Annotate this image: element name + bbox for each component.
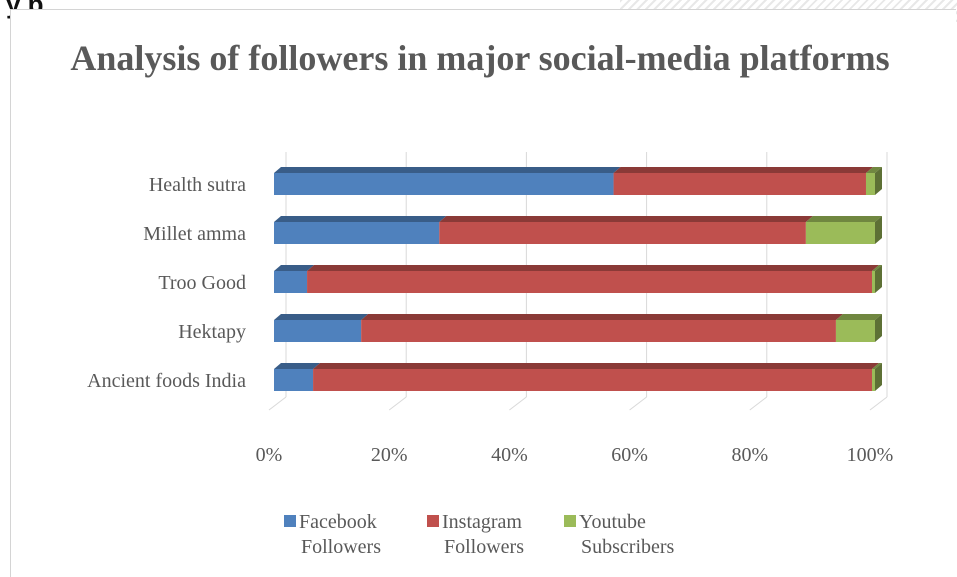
category-label: Hektapy xyxy=(178,321,246,343)
gridline-floor xyxy=(749,396,768,411)
x-tick-label: 80% xyxy=(731,444,768,466)
bar-segment-side xyxy=(875,265,882,293)
legend-swatch-facebook xyxy=(284,515,296,527)
chart-title: Analysis of followers in major social-me… xyxy=(70,38,890,78)
bar-segment xyxy=(274,173,614,195)
bar-segment-top xyxy=(274,363,321,369)
gridline-floor xyxy=(869,396,888,411)
legend-swatch-instagram xyxy=(427,515,439,527)
gridline-floor xyxy=(268,396,287,411)
bar-segment xyxy=(307,271,872,293)
category-label: Troo Good xyxy=(158,272,246,294)
bar-segment-top xyxy=(274,265,315,271)
legend-label-youtube-line1: Youtube xyxy=(579,511,646,533)
x-tick-label: 20% xyxy=(371,444,408,466)
bar-segment-side xyxy=(875,363,882,391)
bar-segment xyxy=(274,222,440,244)
bar-segment-top xyxy=(439,216,813,222)
bar-segment-side xyxy=(875,314,882,342)
bar-segment-top xyxy=(313,363,879,369)
legend-swatch-youtube xyxy=(564,515,576,527)
category-label: Ancient foods India xyxy=(87,370,246,392)
bar-segment-top xyxy=(613,167,873,173)
legend-label-instagram-line1: Instagram xyxy=(442,511,522,533)
gridline-floor xyxy=(629,396,647,411)
bar-segment-top xyxy=(871,363,882,369)
gridline-floor xyxy=(388,396,407,411)
gridline-floor xyxy=(509,396,527,411)
bar-segment xyxy=(274,271,308,293)
bar-segment-top xyxy=(865,167,882,173)
bar-segment xyxy=(274,320,362,342)
legend-item-facebook: Facebook Followers xyxy=(284,510,381,560)
legend-label-instagram-line2: Followers xyxy=(444,536,524,558)
legend-label-facebook-line1: Facebook xyxy=(299,511,377,533)
bar-segment xyxy=(865,173,875,195)
bar-segment-top xyxy=(274,216,447,222)
bar-segment-top xyxy=(307,265,879,271)
legend-item-instagram: Instagram Followers xyxy=(427,510,524,560)
x-tick-label: 100% xyxy=(847,444,894,466)
bar-segment-top xyxy=(871,265,882,271)
bar-segment xyxy=(613,173,866,195)
bar-segment xyxy=(361,320,836,342)
category-label: Millet amma xyxy=(143,223,246,245)
bar-segment-top xyxy=(274,314,369,320)
bar-segment-top xyxy=(805,216,882,222)
x-tick-label: 60% xyxy=(611,444,648,466)
x-tick-label: 0% xyxy=(256,444,283,466)
chart-legend: Facebook Followers Instagram Followers Y… xyxy=(284,510,744,570)
legend-label-facebook-line2: Followers xyxy=(301,536,381,558)
bar-segment xyxy=(439,222,806,244)
bar-segment-top xyxy=(361,314,843,320)
bar-segment xyxy=(871,369,875,391)
bar-segment xyxy=(313,369,872,391)
legend-label-youtube-line2: Subscribers xyxy=(581,536,675,558)
bar-segment-side xyxy=(875,216,882,244)
bar-segment xyxy=(871,271,875,293)
bar-segment xyxy=(274,369,314,391)
bar-segment xyxy=(835,320,875,342)
legend-item-youtube: Youtube Subscribers xyxy=(564,510,674,560)
bar-segment-top xyxy=(835,314,882,320)
bar-segment-side xyxy=(875,167,882,195)
category-label: Health sutra xyxy=(149,174,246,196)
bar-segment-top xyxy=(274,167,621,173)
bar-segment xyxy=(805,222,875,244)
x-tick-label: 40% xyxy=(491,444,528,466)
